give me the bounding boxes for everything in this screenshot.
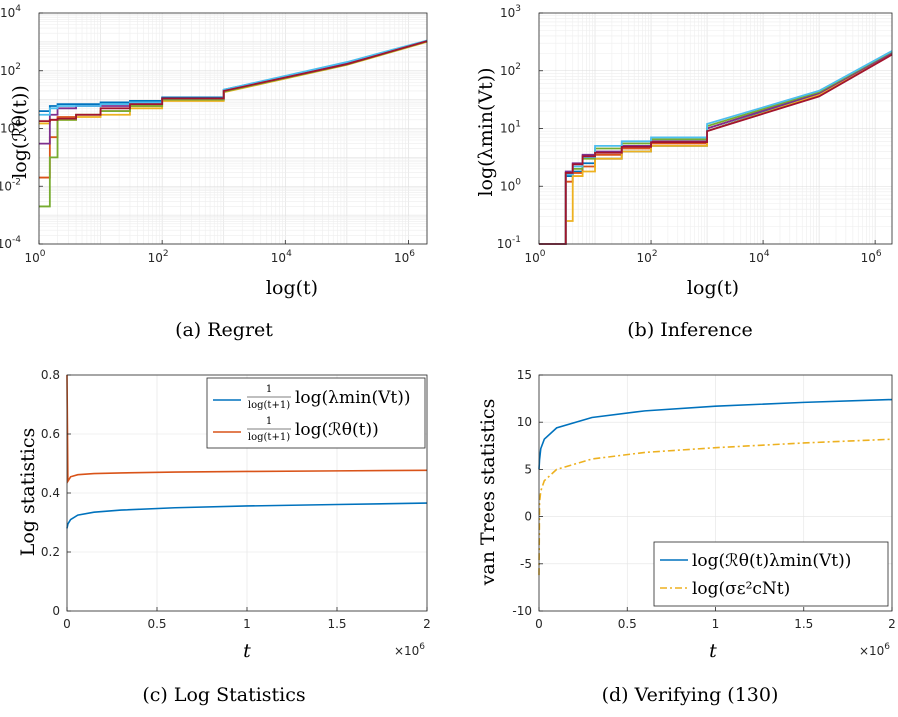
x-tick-label: 102 bbox=[148, 249, 169, 265]
legend-frac-den: log(t+1) bbox=[248, 432, 290, 443]
y-tick-label: 0 bbox=[524, 510, 532, 524]
y-tick-label: 5 bbox=[524, 462, 532, 476]
legend-label: log(σε²cNt) bbox=[692, 579, 790, 599]
legend-label: log(ℛθ(t)λmin(Vt)) bbox=[692, 551, 851, 571]
y-tick-label: 0.6 bbox=[41, 427, 60, 441]
panel-d-ylabel: van Trees statistics bbox=[477, 399, 499, 587]
y-tick-label: -10 bbox=[512, 604, 532, 618]
x-tick-label: 1.5 bbox=[794, 617, 813, 631]
panel-regret: 100 102 104 106 10-4 10-2 100 102 104 bbox=[0, 4, 428, 265]
x-tick-label: 1 bbox=[712, 617, 720, 631]
series-line bbox=[539, 53, 893, 245]
panel-a-xlabel: log(t) bbox=[266, 277, 318, 299]
y-tick-label: 102 bbox=[0, 62, 21, 78]
panel-log-statistics: 0 0.5 1 1.5 2 0 0.2 0.4 0.6 0.8 ×106 1 log(t+1) log(λ… bbox=[41, 368, 431, 658]
series-line bbox=[39, 39, 428, 113]
x-tick-label: 2 bbox=[888, 617, 896, 631]
series-line bbox=[66, 374, 428, 485]
legend-box bbox=[653, 541, 889, 607]
x-tick-label: 0.5 bbox=[147, 617, 166, 631]
x-tick-label: 102 bbox=[637, 249, 658, 265]
y-tick-label: 100 bbox=[500, 177, 521, 193]
panel-c-xlabel: t bbox=[243, 640, 251, 662]
x-exponent-label: ×106 bbox=[859, 642, 890, 658]
y-tick-label: 10-2 bbox=[0, 177, 21, 193]
legend-box bbox=[206, 377, 426, 449]
panel-b-ylabel: log(λmin(Vt)) bbox=[475, 67, 497, 196]
panel-d-caption: (d) Verifying (130) bbox=[602, 684, 779, 706]
x-tick-label: 104 bbox=[271, 249, 292, 265]
panel-d-xlabel: t bbox=[709, 640, 717, 662]
legend-label: log(ℛθ(t)) bbox=[295, 420, 379, 440]
x-tick-label: 106 bbox=[394, 249, 415, 265]
y-tick-label: 10 bbox=[517, 415, 532, 429]
x-tick-label: 0 bbox=[535, 617, 543, 631]
y-tick-label: 15 bbox=[517, 368, 532, 382]
x-tick-label: 104 bbox=[749, 249, 770, 265]
y-tick-label: 10-4 bbox=[0, 235, 21, 251]
series-line bbox=[39, 40, 428, 123]
x-tick-label: 0 bbox=[63, 617, 71, 631]
legend-frac-num: 1 bbox=[266, 416, 272, 427]
x-tick-label: 2 bbox=[423, 617, 431, 631]
y-tick-label: 0.2 bbox=[41, 545, 60, 559]
x-exponent-label: ×106 bbox=[394, 642, 425, 658]
y-tick-label: 102 bbox=[500, 62, 521, 78]
x-tick-label: 1.5 bbox=[327, 617, 346, 631]
legend-label: log(λmin(Vt)) bbox=[295, 388, 410, 408]
series-line bbox=[538, 438, 893, 576]
y-tick-label: 101 bbox=[500, 120, 521, 136]
y-tick-label: 10-1 bbox=[497, 235, 521, 251]
panel-b-caption: (b) Inference bbox=[627, 319, 753, 341]
y-tick-label: -5 bbox=[520, 557, 532, 571]
y-tick-label: 0.8 bbox=[41, 368, 60, 382]
y-tick-label: 104 bbox=[0, 4, 21, 20]
x-tick-label: 106 bbox=[861, 249, 882, 265]
series-line bbox=[66, 502, 428, 529]
legend-frac-num: 1 bbox=[266, 384, 272, 395]
panel-c-caption: (c) Log Statistics bbox=[142, 684, 305, 706]
x-tick-label: 0.5 bbox=[618, 617, 637, 631]
series-line bbox=[538, 398, 893, 470]
panel-b-xlabel: log(t) bbox=[687, 277, 739, 299]
panel-c-ylabel: Log statistics bbox=[17, 428, 39, 557]
panel-van-trees: 0 0.5 1 1.5 2 -10 -5 0 5 10 15 ×106 log(ℛθ(t)λmin(Vt… bbox=[512, 368, 895, 658]
x-tick-label: 100 bbox=[524, 249, 545, 265]
y-tick-label: 0 bbox=[52, 604, 60, 618]
x-tick-label: 100 bbox=[24, 249, 45, 265]
legend-frac-den: log(t+1) bbox=[248, 400, 290, 411]
y-tick-label: 0.4 bbox=[41, 486, 60, 500]
panel-a-ylabel: log(ℛθ(t)) bbox=[9, 85, 31, 179]
panel-a-caption: (a) Regret bbox=[175, 319, 273, 341]
y-tick-label: 103 bbox=[500, 4, 521, 20]
y-tick-label: 100 bbox=[0, 120, 21, 136]
series-line bbox=[39, 40, 428, 208]
x-tick-label: 1 bbox=[243, 617, 251, 631]
